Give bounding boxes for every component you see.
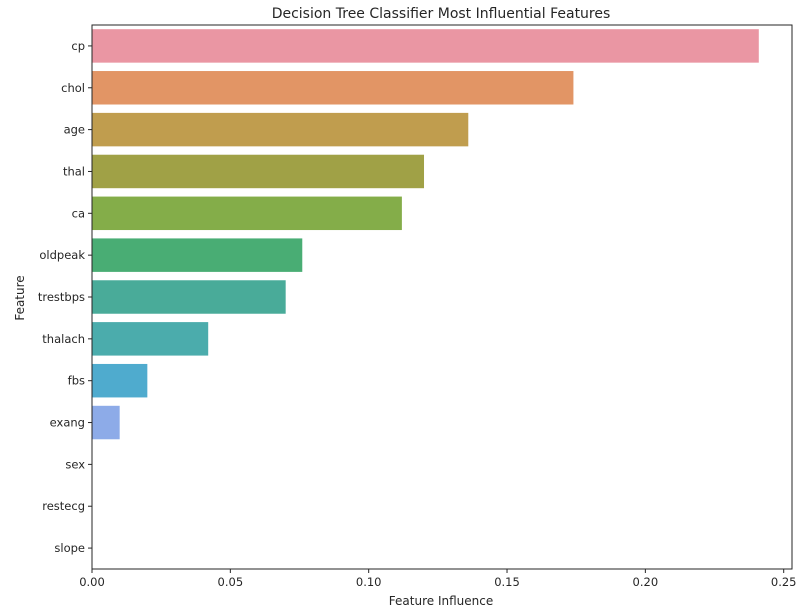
y-tick-label-ca: ca	[72, 206, 85, 220]
bar-chol	[92, 71, 574, 105]
x-axis-label: Feature Influence	[389, 594, 493, 608]
bar-trestbps	[92, 280, 286, 314]
y-tick-label-fbs: fbs	[68, 374, 85, 388]
x-axis-ticks: 0.00 0.05 0.10 0.15 0.20 0.25	[79, 569, 797, 589]
y-axis-ticks: cp chol age thal ca oldpeak trestbps thalach fbs…	[38, 39, 92, 555]
y-tick-label-thal: thal	[63, 164, 85, 178]
y-tick-label-oldpeak: oldpeak	[39, 248, 85, 262]
bar-age	[92, 112, 469, 147]
y-tick-label-cp: cp	[71, 39, 85, 53]
y-tick-label-age: age	[64, 123, 85, 137]
x-tick-label: 0.00	[79, 575, 105, 589]
bar-fbs	[92, 363, 148, 398]
y-tick-label-sex: sex	[65, 457, 85, 471]
x-tick-label: 0.10	[356, 575, 382, 589]
y-tick-label-slope: slope	[54, 541, 85, 555]
bar-ca	[92, 196, 402, 231]
bar-thal	[92, 154, 425, 189]
bar-oldpeak	[92, 238, 303, 272]
y-tick-label-exang: exang	[50, 416, 85, 430]
y-tick-label-trestbps: trestbps	[38, 290, 85, 304]
bar-cp	[92, 29, 759, 63]
bar-thalach	[92, 322, 209, 356]
x-tick-label: 0.05	[218, 575, 244, 589]
y-axis-label: Feature	[13, 275, 27, 320]
chart-title: Decision Tree Classifier Most Influentia…	[272, 6, 611, 22]
y-tick-label-chol: chol	[61, 81, 85, 95]
y-tick-label-restecg: restecg	[42, 499, 85, 513]
plot-frame	[91, 24, 793, 570]
bar-exang	[92, 405, 120, 440]
bars-group	[92, 29, 759, 440]
x-tick-label: 0.20	[633, 575, 659, 589]
x-tick-label: 0.25	[771, 575, 797, 589]
x-tick-label: 0.15	[494, 575, 520, 589]
y-tick-label-thalach: thalach	[42, 332, 85, 346]
